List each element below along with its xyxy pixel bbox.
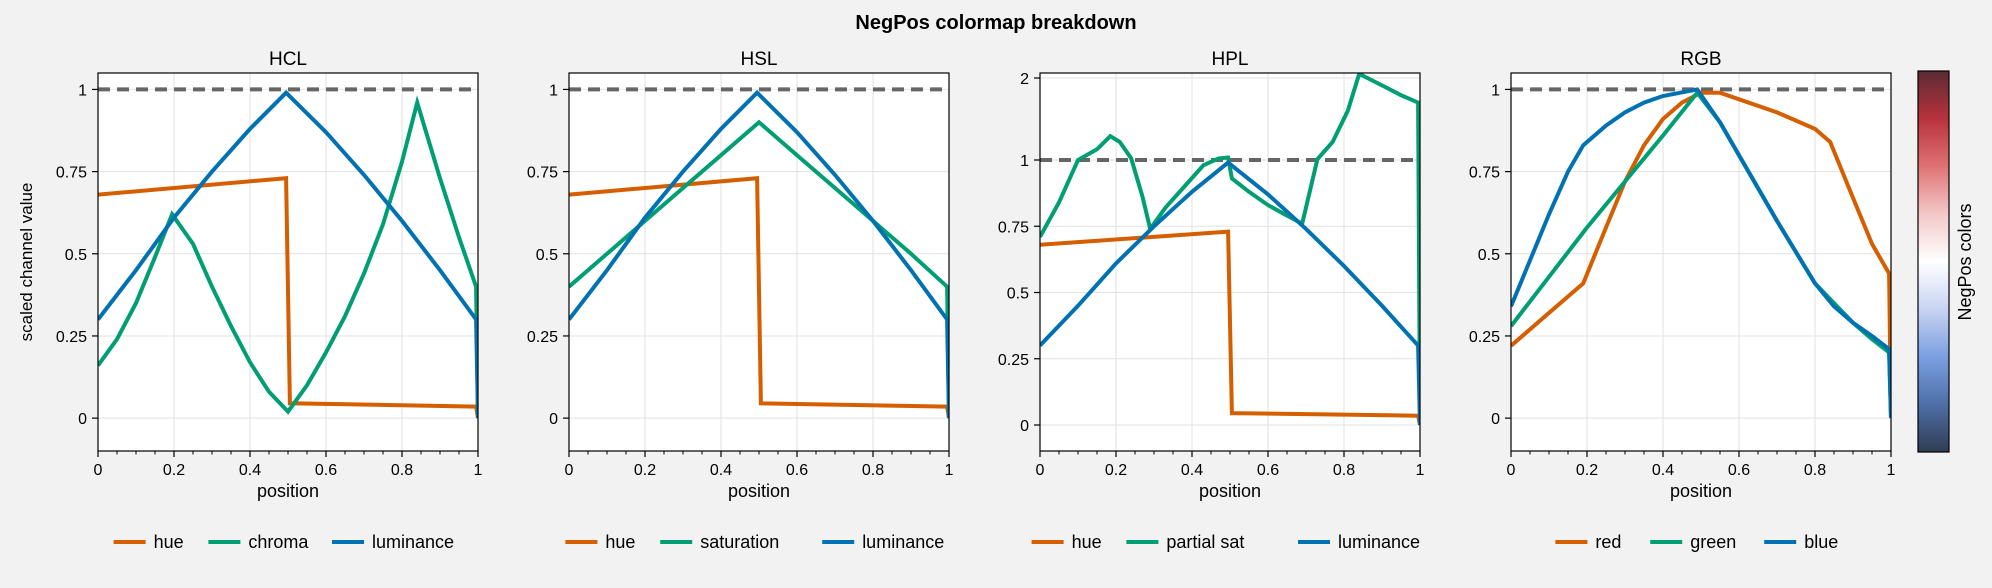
panel-title: HSL (741, 49, 778, 70)
x-axis-label: position (1199, 481, 1261, 501)
legend: hue saturation luminance (565, 532, 944, 552)
x-tick-label: 0.6 (1728, 462, 1750, 479)
x-axis-label: position (728, 481, 790, 501)
y-tick-label: 0.25 (527, 329, 558, 346)
legend-label: green (1690, 532, 1736, 552)
legend: red green blue (1555, 532, 1838, 552)
x-tick-label: 0.2 (163, 462, 185, 479)
x-tick-label: 0 (1036, 462, 1045, 479)
panel-title: HPL (1212, 49, 1249, 70)
series-line-blue (1511, 87, 1891, 419)
y-tick-label: 1 (1020, 153, 1029, 170)
y-tick-label: 0.5 (536, 247, 558, 264)
panel-rgb: 0 0.2 0.4 0.6 0.8 1 0 0.25 0.5 0.75 1 RGB position re… (1469, 49, 1896, 552)
panel-hsl: 0 0.2 0.4 0.6 0.8 1 0 0.25 0.5 0.75 1 HSL position hu… (527, 49, 954, 552)
panel-title: RGB (1680, 49, 1721, 70)
x-tick-label: 0 (1507, 462, 1516, 479)
x-tick-label: 0.2 (1576, 462, 1598, 479)
legend: hue partial sat luminance (1031, 532, 1420, 552)
legend-label: luminance (862, 532, 944, 552)
panel-hpl: 0 0.2 0.4 0.6 0.8 1 0 0.25 0.5 0.75 1 2 HPL position h… (998, 49, 1425, 552)
legend-label: chroma (248, 532, 309, 552)
panel-hcl: 0 0.2 0.4 0.6 0.8 1 0 0.25 0.5 0.75 1 HCL position hu… (56, 49, 483, 552)
x-tick-label: 0.4 (1181, 462, 1203, 479)
series-group (1511, 87, 1891, 419)
series-line-luminance (98, 89, 478, 419)
y-tick-label: 1 (549, 82, 558, 99)
y-tick-label: 0 (549, 411, 558, 428)
figure-title: NegPos colormap breakdown (855, 12, 1136, 34)
x-tick-label: 0.8 (862, 462, 884, 479)
x-tick-label: 1 (474, 462, 483, 479)
y-tick-label: 1 (78, 82, 87, 99)
y-tick-label: 0 (78, 411, 87, 428)
y-tick-label: 0.25 (998, 352, 1029, 369)
y-tick-label: 0.5 (1007, 286, 1029, 303)
series-group (98, 89, 478, 419)
series-line-red (1511, 90, 1891, 419)
y-tick-label: 1 (1491, 82, 1500, 99)
y-tick-label: 0.75 (1469, 165, 1500, 182)
x-tick-label: 0 (565, 462, 574, 479)
x-tick-label: 0.2 (634, 462, 656, 479)
x-tick-label: 0.4 (239, 462, 261, 479)
y-tick-label: 0.75 (56, 165, 87, 182)
series-line-luminance (1040, 160, 1420, 426)
colorbar-label: NegPos colors (1955, 203, 1975, 320)
legend-label: hue (154, 532, 184, 552)
legend-label: partial sat (1166, 532, 1244, 552)
x-tick-label: 1 (1416, 462, 1425, 479)
x-tick-label: 0.6 (786, 462, 808, 479)
y-tick-label: 2 (1020, 71, 1029, 88)
x-axis-label: position (257, 481, 319, 501)
series-line-partial-sat (1040, 73, 1420, 426)
x-axis-label: position (1670, 481, 1732, 501)
plot-area (1511, 73, 1891, 451)
legend-label: blue (1804, 532, 1838, 552)
x-tick-label: 0.8 (1804, 462, 1826, 479)
y-tick-label: 0.75 (998, 219, 1029, 236)
y-tick-label: 0.5 (1478, 247, 1500, 264)
series-line-luminance (569, 89, 949, 419)
series-group (1040, 73, 1420, 426)
legend-label: red (1595, 532, 1621, 552)
legend-label: hue (1072, 532, 1102, 552)
y-tick-label: 0 (1491, 411, 1500, 428)
x-tick-label: 0.2 (1105, 462, 1127, 479)
x-tick-label: 0 (94, 462, 103, 479)
legend-label: hue (605, 532, 635, 552)
x-tick-label: 0.4 (1652, 462, 1674, 479)
series-line-chroma (98, 95, 478, 419)
colorbar: NegPos colors (1917, 70, 1975, 453)
y-tick-label: 0.75 (527, 165, 558, 182)
panels: 0 0.2 0.4 0.6 0.8 1 0 0.25 0.5 0.75 1 HCL position hu… (56, 49, 1896, 552)
y-axis-label: scaled channel value (17, 183, 36, 342)
y-tick-label: 0 (1020, 418, 1029, 435)
legend-label: luminance (1338, 532, 1420, 552)
x-tick-label: 0.8 (391, 462, 413, 479)
x-tick-label: 0.6 (1257, 462, 1279, 479)
x-tick-label: 1 (945, 462, 954, 479)
panel-title: HCL (269, 49, 307, 70)
y-tick-label: 0.25 (56, 329, 87, 346)
x-tick-label: 0.4 (710, 462, 732, 479)
x-tick-label: 0.6 (315, 462, 337, 479)
series-group (569, 89, 949, 419)
x-tick-label: 0.8 (1333, 462, 1355, 479)
y-tick-label: 0.5 (65, 247, 87, 264)
colorbar-gradient (1917, 70, 1950, 453)
legend-label: luminance (372, 532, 454, 552)
legend: hue chroma luminance (113, 532, 454, 552)
y-tick-label: 0.25 (1469, 329, 1500, 346)
legend-label: saturation (700, 532, 779, 552)
x-tick-label: 1 (1887, 462, 1896, 479)
